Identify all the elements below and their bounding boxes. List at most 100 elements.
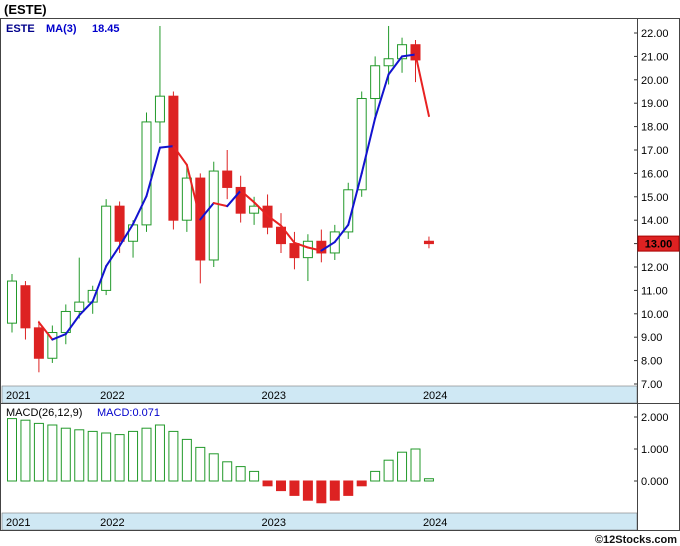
ma-line-segment [212,202,229,208]
ma-line-segment [91,265,108,303]
macd-axis-tick-label: 1.000 [641,444,669,456]
ma-line-segment [266,214,282,227]
macd-bar-positive [410,448,421,482]
ma-line-segment [158,145,175,149]
price-xaxis-band [1,385,638,404]
ma-line-segment [226,189,242,208]
macd-bar-positive [208,453,219,482]
macd-bar-positive [181,438,192,482]
candle-body [249,205,260,214]
macd-bar-positive [7,418,17,482]
ma-line-segment [51,333,67,341]
ma-line-segment [118,223,135,247]
ma-line-segment [132,195,148,226]
year-label: 2024 [423,517,447,529]
candle-body [370,65,381,100]
candle-body [289,243,300,259]
macd-bar-positive [114,434,125,482]
macd-bar-positive [235,466,246,482]
ma-line-segment [306,246,323,252]
price-axis-tick-label: 10.00 [641,309,669,321]
price-axis-tick-label: 20.00 [641,75,669,87]
macd-bar-positive [397,451,408,482]
price-axis-tick-label: 14.00 [641,215,669,227]
ma-line-segment [347,172,363,226]
candle-body [222,170,233,188]
price-axis-tick-label: 19.00 [641,98,669,110]
price-axis-tick-label: 9.00 [641,332,662,344]
ma-line-segment [199,202,215,221]
price-axis-tick-label: 17.00 [641,145,669,157]
macd-bar-positive [47,424,58,482]
macd-bar-positive [74,429,85,482]
candle-body [423,240,434,245]
page-title: (ESTE) [4,2,47,17]
year-label: 2023 [262,390,286,402]
year-label: 2024 [423,390,447,402]
macd-bar-positive [33,422,44,482]
price-axis-tick-label: 18.00 [641,122,669,134]
macd-bar-negative [289,480,300,496]
ma-line-segment [401,53,417,58]
candle-body [181,177,192,221]
year-label: 2021 [6,517,30,529]
ma-line-segment [280,224,296,244]
ma-line-segment [333,223,350,244]
candle-body [397,44,408,60]
macd-bar-positive [195,446,206,482]
macd-bar-negative [316,480,327,504]
candle-body [154,95,165,123]
macd-bar-positive [154,424,165,482]
year-label: 2022 [100,390,124,402]
ma-line-segment [78,300,94,317]
candle-body [20,285,31,329]
ma-line-segment [253,201,269,217]
ma-line-segment [172,145,188,166]
macd-bar-negative [262,480,273,487]
macd-bar-positive [87,430,98,482]
macd-value-label: MACD:0.071 [97,407,160,419]
price-axis-tick-label: 8.00 [641,356,662,368]
macd-bar-negative [356,480,367,487]
candle-body [168,95,179,221]
ma-line-segment [374,73,390,120]
macd-bar-positive [168,430,179,482]
macd-bar-negative [302,480,313,501]
candle-body [114,205,125,242]
macd-bar-positive [141,427,152,482]
candle-body [141,121,152,226]
price-axis-tick-label: 11.00 [641,285,668,297]
macd-bar-positive [370,470,381,482]
last-price-tag-label: 13.00 [645,239,673,251]
macd-bar-positive [249,470,260,482]
price-axis-tick-label: 15.00 [641,192,669,204]
legend-ma-value: 18.45 [92,23,120,35]
candle-body [101,205,112,291]
legend-symbol: ESTE [6,23,35,35]
macd-bar-positive [128,430,139,482]
macd-bar-positive [60,427,71,482]
macd-bar-positive [222,461,233,482]
macd-bar-positive [101,432,112,482]
candle-body [74,301,85,312]
candle-body [383,58,394,67]
chart-generated-layer: 22.00 21.00 20.00 19.00 18.00 17.00 16.00 15.00… [0,18,680,531]
ma-line-segment [387,55,404,76]
ma-line-segment [360,117,377,175]
year-label: 2022 [100,517,124,529]
macd-axis-tick-label: 0.000 [641,476,669,488]
year-label: 2023 [262,517,286,529]
ma-line-segment [185,163,202,221]
price-axis-tick-label: 22.00 [641,28,669,40]
legend-ma-label: MA(3) [46,23,77,35]
macd-bar-positive [423,478,434,482]
macd-bar-positive [20,419,31,482]
year-label: 2021 [6,390,30,402]
macd-bar-negative [343,480,354,496]
candle-body [33,327,44,359]
candle-body [235,186,246,214]
macd-bar-negative [276,480,286,492]
price-axis-tick-label: 16.00 [641,168,669,180]
copyright: ©12Stocks.com [595,534,677,546]
